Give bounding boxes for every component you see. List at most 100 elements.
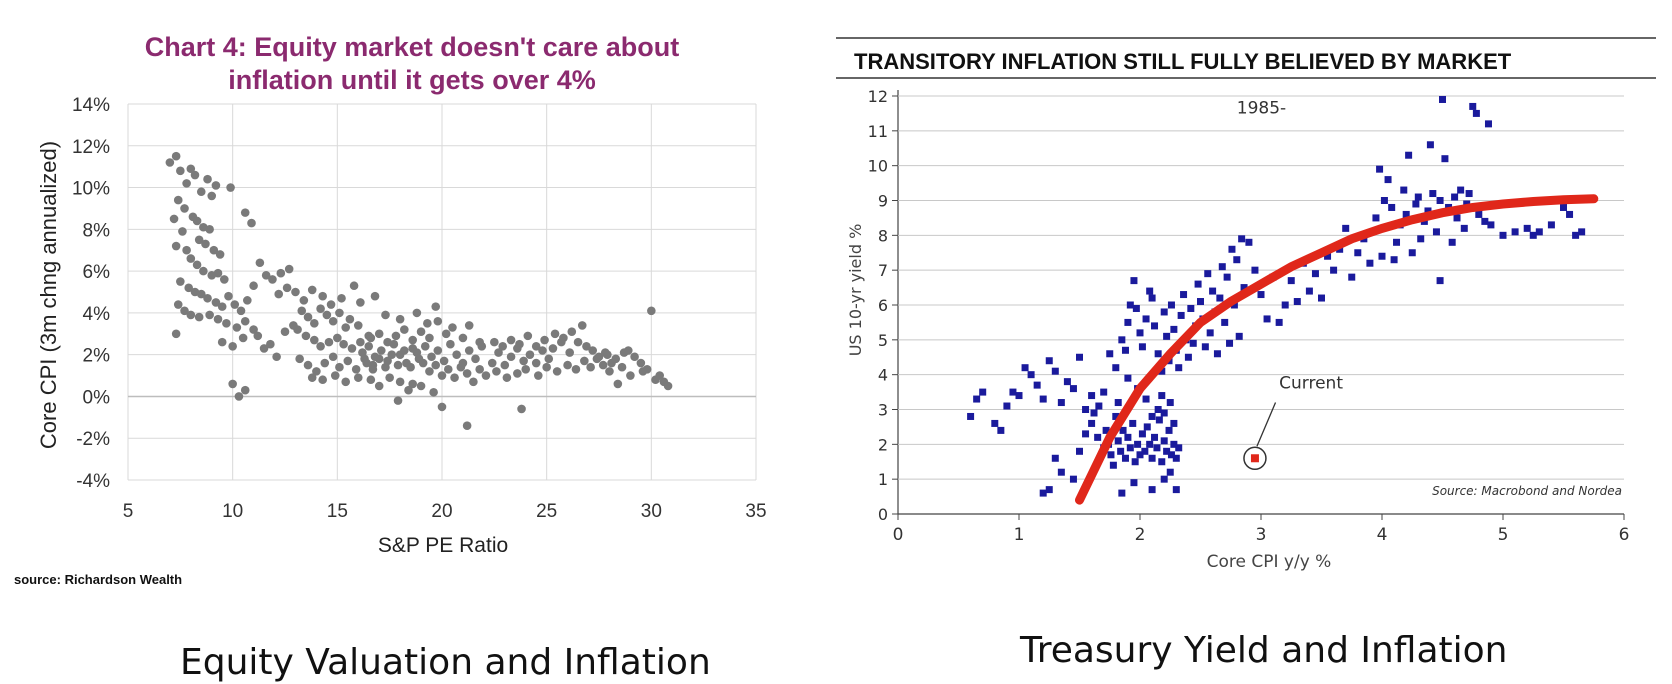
left-scatter-point [550, 329, 560, 339]
left-chart-gridlines [127, 103, 757, 481]
right-scatter-point [1257, 291, 1265, 299]
left-scatter-point [356, 337, 365, 347]
right-scatter-point [1051, 367, 1059, 375]
right-scatter-point [997, 426, 1005, 434]
left-scatter-point [364, 342, 374, 351]
left-scatter-point [366, 375, 376, 385]
left-scatter-point [617, 362, 627, 372]
left-scatter-point [506, 335, 516, 345]
right-scatter-point [1230, 301, 1238, 309]
left-scatter-point [498, 342, 508, 351]
right-current-ring [1243, 446, 1267, 471]
left-scatter-point [320, 358, 330, 368]
left-scatter-point [316, 342, 325, 351]
left-scatter-point [462, 369, 472, 378]
left-scatter-point [400, 325, 409, 334]
left-scatter-point [280, 327, 290, 336]
right-scatter-point [1167, 451, 1175, 459]
right-scatter-point [1432, 228, 1440, 236]
left-x-tick-label: 30 [641, 501, 662, 522]
right-scatter-point [1142, 395, 1150, 403]
right-y-tick-label: 12 [868, 87, 888, 106]
left-scatter-point [464, 321, 474, 330]
right-scatter-point [1408, 249, 1416, 257]
left-scatter-point [211, 181, 221, 190]
left-scatter-point [299, 296, 309, 305]
right-scatter-point [1206, 329, 1214, 337]
right-y-tick-label: 5 [878, 331, 888, 350]
right-scatter-point [1436, 197, 1444, 204]
left-scatter-point [567, 327, 577, 336]
right-scatter-point [1119, 426, 1127, 434]
left-scatter-point [448, 323, 457, 332]
left-scatter-point [341, 323, 351, 332]
right-scatter-point [1172, 454, 1180, 462]
right-y-tick-label: 0 [878, 505, 888, 524]
left-scatter-point [362, 358, 371, 368]
right-scatter-point [1100, 388, 1108, 396]
right-scatter-point [1460, 224, 1468, 232]
left-scatter-point [573, 337, 583, 347]
left-scatter-point [544, 354, 554, 364]
left-scatter-point [517, 404, 526, 414]
left-scatter-point [490, 337, 499, 347]
right-chart-annotations: 1985- Current [1237, 98, 1343, 471]
left-scatter-point [603, 350, 612, 359]
right-x-tick-label: 1 [1014, 525, 1025, 545]
right-scatter-point [1221, 318, 1229, 326]
right-scatter-point [1393, 238, 1401, 246]
left-scatter-point [464, 346, 474, 355]
right-period-label: 1985- [1237, 98, 1286, 118]
right-x-tick-label: 4 [1377, 525, 1388, 545]
left-scatter-point [423, 319, 432, 328]
left-scatter-point [176, 166, 185, 176]
right-chart-fit-curve [1075, 194, 1599, 505]
right-chart-points [967, 95, 1586, 497]
left-scatter-point [345, 314, 355, 324]
left-y-tick-label: 2% [83, 346, 111, 367]
right-scatter-point [1240, 284, 1248, 292]
right-scatter-point [1465, 190, 1473, 198]
left-x-tick-label: 20 [431, 501, 452, 522]
left-scatter-point [328, 316, 338, 326]
right-scatter-point [1424, 207, 1432, 215]
left-scatter-point [471, 354, 480, 364]
left-scatter-point [450, 373, 459, 382]
right-scatter-point [1015, 392, 1023, 400]
right-scatter-point [1487, 221, 1495, 229]
right-scatter-point [1390, 256, 1398, 264]
left-scatter-point [663, 381, 673, 391]
left-scatter-point [487, 358, 497, 368]
left-scatter-point [580, 356, 589, 366]
left-scatter-point [295, 354, 304, 364]
left-scatter-point [228, 379, 237, 389]
left-scatter-point [412, 348, 422, 357]
right-scatter-point [1154, 406, 1162, 413]
right-scatter-point [1547, 221, 1555, 229]
right-scatter-point [1148, 294, 1156, 302]
right-figure-caption: Treasury Yield and Inflation [1020, 630, 1508, 671]
left-scatter-point [647, 306, 656, 316]
right-scatter-point [1069, 385, 1077, 393]
right-scatter-point [1146, 440, 1154, 448]
left-scatter-point [190, 170, 200, 180]
right-scatter-point [1228, 245, 1236, 253]
right-scatter-point [1148, 454, 1156, 462]
left-scatter-point [531, 342, 541, 351]
left-chart-y-tick-labels: -4% -2% 0% 2% 4% 6% 8% 10% 12% 14% [72, 95, 110, 492]
left-scatter-point [330, 371, 340, 380]
left-scatter-point [194, 312, 204, 322]
left-scatter-point [255, 258, 265, 268]
left-scatter-point [630, 352, 639, 362]
right-scatter-point [1076, 447, 1083, 455]
left-scatter-point [293, 325, 302, 334]
right-scatter-point [1165, 426, 1173, 434]
left-scatter-point [303, 312, 313, 322]
left-scatter-point [351, 364, 361, 374]
right-scatter-point [1204, 270, 1212, 278]
left-scatter-point [356, 298, 365, 307]
right-scatter-point [1235, 332, 1243, 340]
right-scatter-point [1412, 200, 1420, 208]
right-y-tick-label: 10 [868, 157, 888, 176]
left-scatter-point [531, 358, 541, 368]
